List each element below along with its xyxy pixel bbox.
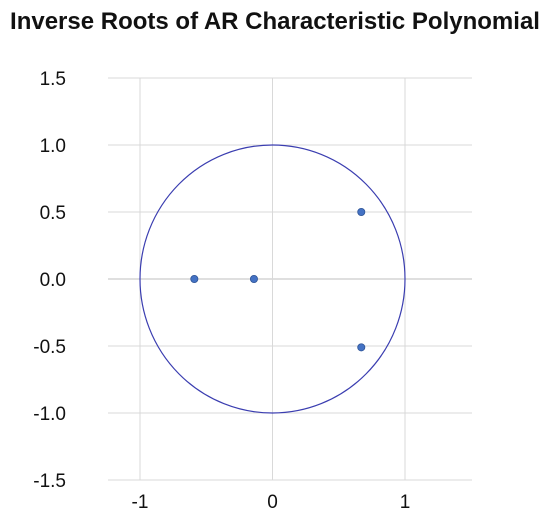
y-tick-label: 1.5	[40, 69, 66, 90]
x-tick-label: 0	[267, 492, 278, 513]
data-point	[357, 343, 366, 352]
y-tick-label: 0.5	[40, 203, 66, 224]
unit-circle-layer	[139, 144, 406, 414]
y-tick-label: -1.5	[33, 471, 66, 492]
chart-title: Inverse Roots of AR Characteristic Polyn…	[10, 8, 540, 35]
x-tick-label: -1	[132, 492, 149, 513]
data-point	[190, 274, 199, 283]
data-point	[357, 207, 366, 216]
y-tick-label: -0.5	[33, 337, 66, 358]
x-axis-tick-labels: -1 0 1	[132, 492, 411, 513]
y-tick-label: -1.0	[33, 404, 66, 425]
data-points	[190, 207, 366, 352]
y-tick-label: 0.0	[40, 270, 66, 291]
unit-circle	[139, 144, 406, 414]
y-axis-tick-labels: 1.5 1.0 0.5 0.0 -0.5 -1.0 -1.5	[33, 69, 66, 492]
y-tick-label: 1.0	[40, 136, 66, 157]
grid-lines	[108, 77, 472, 481]
x-tick-label: 1	[400, 492, 411, 513]
data-point	[249, 274, 258, 283]
